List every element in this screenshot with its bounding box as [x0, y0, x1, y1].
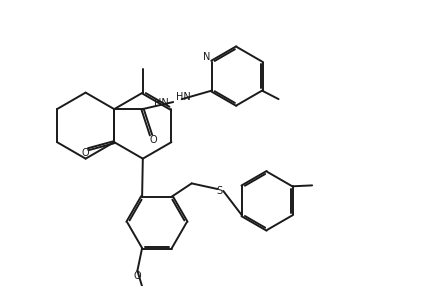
Text: HN: HN	[154, 99, 168, 108]
Text: O: O	[134, 271, 141, 281]
Text: S: S	[216, 186, 222, 196]
Text: N: N	[203, 52, 211, 62]
Text: HN: HN	[176, 92, 191, 102]
Text: O: O	[81, 148, 89, 158]
Text: O: O	[150, 135, 157, 145]
